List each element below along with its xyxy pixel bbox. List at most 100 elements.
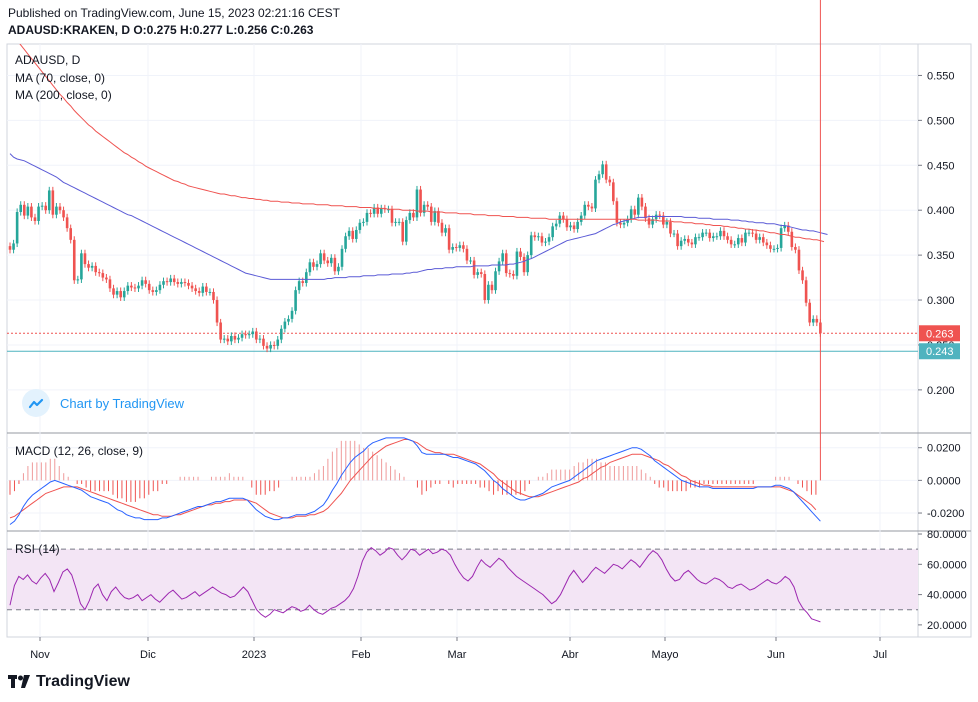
candle-body: [547, 237, 551, 242]
candle-body: [769, 245, 772, 249]
price-label-box: [919, 325, 960, 342]
rsi-axis-label: 40.0000: [927, 590, 967, 602]
candle-body: [729, 239, 733, 245]
candle-body: [533, 235, 537, 238]
candle-body: [172, 278, 176, 283]
candle-body: [244, 334, 247, 336]
candle-body: [587, 204, 590, 207]
candle-body: [719, 230, 722, 237]
candle-body: [105, 277, 108, 280]
candle-body: [119, 291, 122, 298]
candle-body: [12, 243, 15, 250]
main-legend-ma70: MA (70, close, 0): [15, 71, 106, 85]
candle-body: [619, 222, 622, 225]
candle-body: [265, 345, 269, 349]
price-axis-label: 0.450: [927, 160, 955, 172]
candle-body: [130, 285, 133, 288]
candle-body: [462, 245, 465, 249]
candle-body: [551, 226, 554, 238]
candle-body: [72, 239, 76, 281]
candle-body: [497, 261, 501, 272]
candle-body: [622, 222, 626, 225]
candle-body: [651, 219, 654, 225]
candle-body: [565, 219, 569, 228]
candle-body: [340, 248, 344, 267]
x-axis-label: Mayo: [652, 649, 679, 661]
candle-body: [397, 221, 401, 223]
candle-body: [487, 284, 490, 301]
candle-body: [554, 223, 558, 227]
candle-body: [55, 206, 58, 215]
rsi-legend: RSI (14): [15, 542, 60, 556]
candle-body: [151, 290, 155, 292]
candle-body: [287, 318, 290, 322]
candle-body: [422, 204, 426, 213]
candle-body: [190, 285, 194, 289]
candle-body: [90, 265, 94, 268]
candle-body: [312, 262, 315, 267]
candle-body: [30, 206, 33, 218]
candle-body: [58, 206, 62, 211]
candle-body: [608, 179, 612, 183]
candle-body: [601, 164, 604, 175]
candle-body: [230, 335, 233, 342]
candle-body: [315, 264, 319, 267]
candle-body: [37, 206, 40, 221]
published-note: Published on TradingView.com, June 15, 2…: [8, 6, 340, 20]
macd-axis-label: 0.0000: [927, 475, 961, 487]
candle-body: [276, 339, 280, 346]
candle-body: [801, 270, 804, 281]
candle-body: [412, 212, 415, 218]
candle-body: [26, 206, 30, 216]
candle-body: [344, 236, 347, 249]
candle-body: [362, 221, 365, 223]
x-axis-label: Dic: [140, 649, 156, 661]
candle-body: [583, 204, 587, 216]
candle-body: [740, 238, 744, 243]
candle-body: [126, 285, 130, 292]
candle-body: [387, 209, 390, 211]
candle-body: [758, 237, 761, 240]
candle-body: [629, 209, 633, 220]
candle-body: [537, 236, 540, 238]
candle-body: [122, 291, 126, 298]
candle-body: [440, 222, 444, 233]
candle-body: [262, 338, 265, 346]
candle-body: [165, 281, 169, 283]
x-axis-label: Abr: [561, 649, 578, 661]
candle-body: [479, 272, 483, 274]
candle-body: [101, 273, 105, 278]
candle-body: [183, 282, 187, 284]
candle-body: [419, 189, 422, 213]
candle-body: [815, 318, 819, 323]
candle-body: [215, 300, 219, 323]
candle-body: [365, 212, 369, 222]
candle-body: [87, 264, 90, 268]
candle-body: [804, 280, 808, 303]
candle-body: [330, 257, 333, 264]
candle-body: [201, 286, 205, 293]
candle-body: [180, 282, 183, 284]
candle-body: [662, 215, 665, 225]
candle-body: [94, 265, 97, 273]
candle-body: [615, 201, 619, 223]
price-axis-label: 0.550: [927, 70, 955, 82]
candle-body: [512, 273, 515, 276]
candle-body: [62, 210, 65, 218]
candle-body: [408, 212, 412, 221]
candle-body: [76, 279, 80, 281]
candle-body: [747, 232, 751, 234]
x-axis-label: 2023: [242, 649, 266, 661]
candle-body: [97, 272, 101, 274]
watermark[interactable]: Chart by TradingView: [22, 389, 184, 417]
candle-body: [333, 257, 337, 272]
candle-body: [626, 219, 629, 223]
ma200-line: [19, 44, 825, 243]
candle-body: [226, 338, 230, 342]
tradingview-logo[interactable]: TradingView: [8, 673, 130, 691]
candle-body: [754, 233, 758, 240]
price-label-text: 0.243: [926, 346, 954, 358]
candle-body: [736, 238, 740, 245]
candle-body: [140, 280, 144, 286]
